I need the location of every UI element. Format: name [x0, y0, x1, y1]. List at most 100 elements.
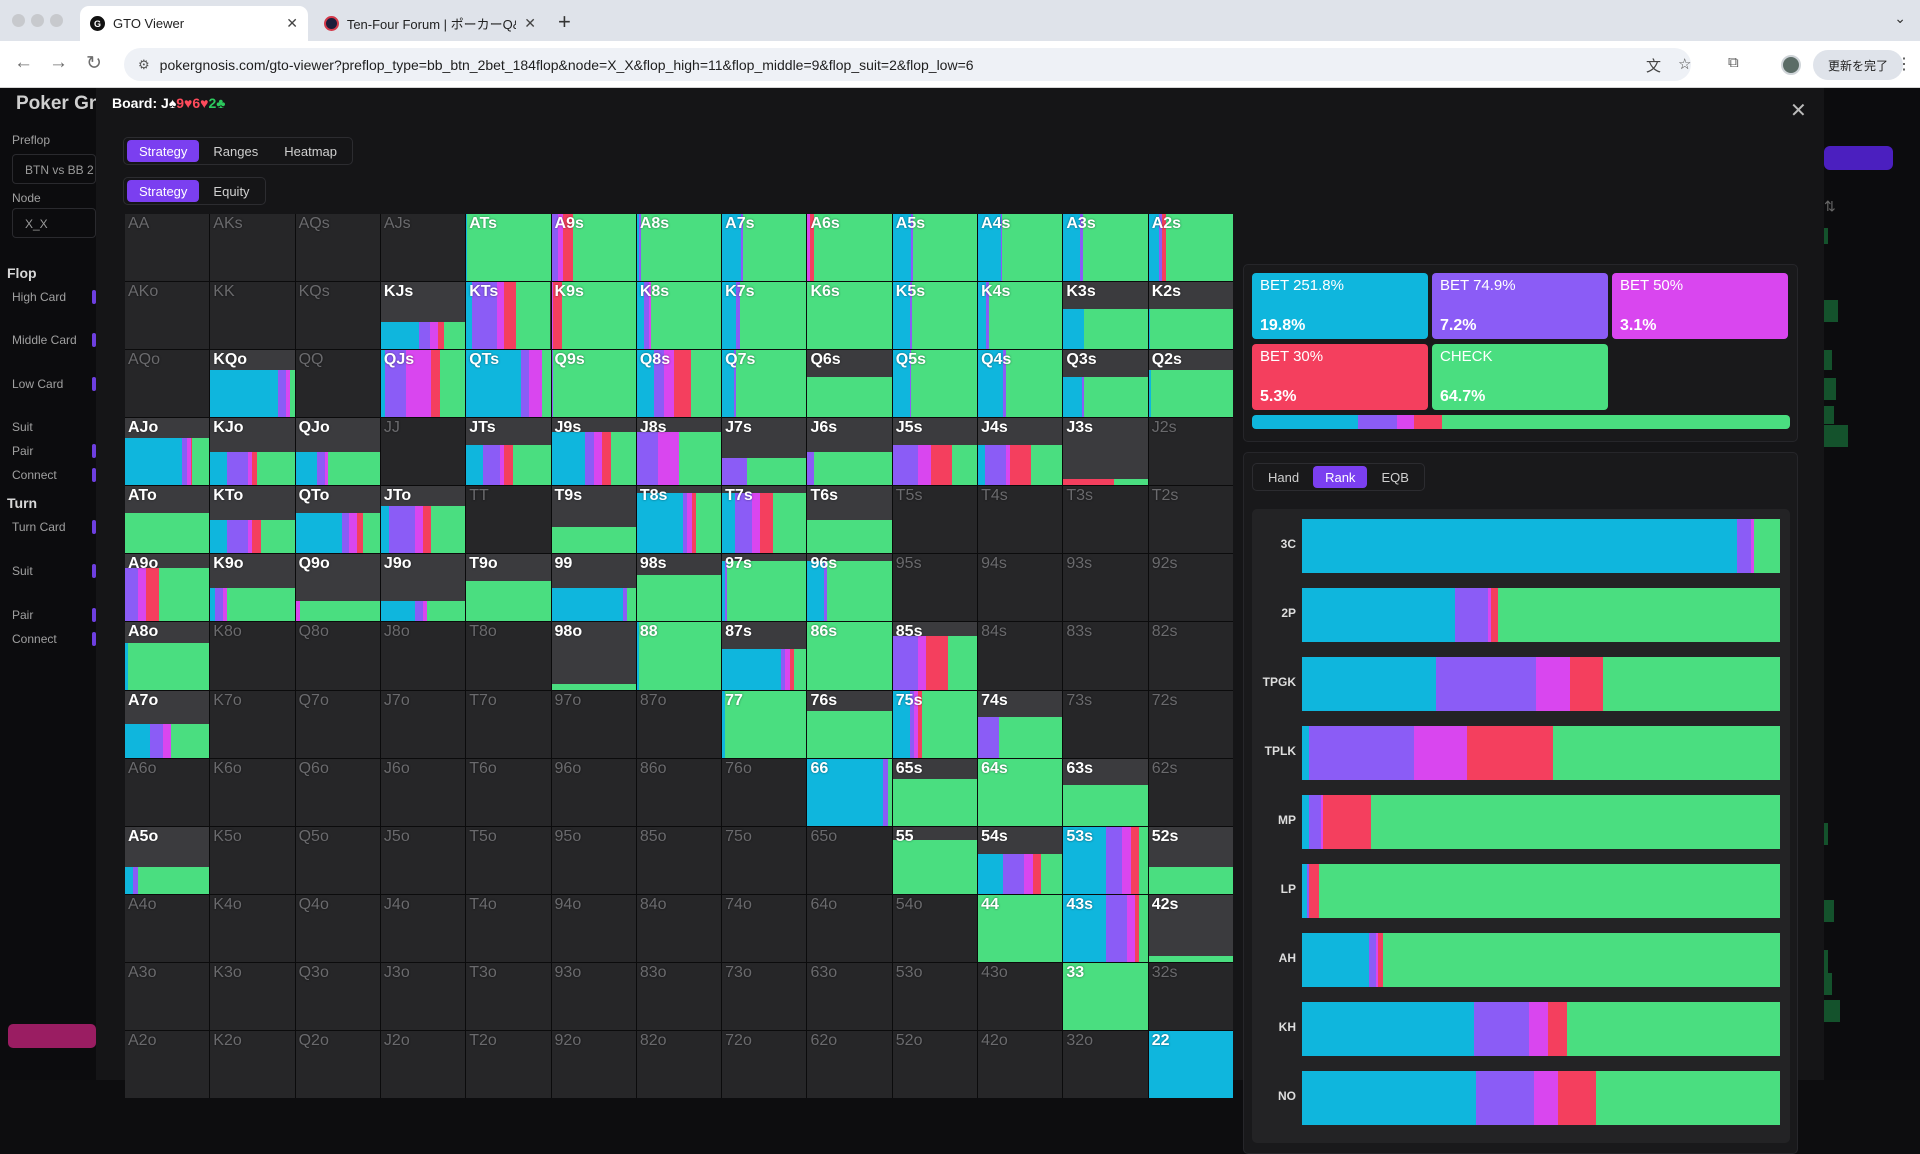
action-bet-50[interactable]: BET 50% 3.1% — [1612, 273, 1788, 339]
hand-cell-K2o[interactable]: K2o — [210, 1030, 295, 1098]
hand-cell-T4s[interactable]: T4s — [978, 486, 1063, 554]
hand-cell-AQs[interactable]: AQs — [295, 214, 380, 282]
hand-cell-A4o[interactable]: A4o — [125, 894, 210, 962]
tab-gto-viewer[interactable]: G GTO Viewer ✕ — [80, 6, 308, 41]
hand-cell-K9o[interactable]: K9o — [210, 554, 295, 622]
rank-row-no[interactable]: NO — [1252, 1071, 1790, 1125]
address-bar[interactable]: ⚙ pokergnosis.com/gto-viewer?preflop_typ… — [124, 48, 1691, 81]
hand-cell-T7s[interactable]: T7s — [722, 486, 807, 554]
hand-cell-KTs[interactable]: KTs — [466, 282, 551, 350]
hand-cell-75o[interactable]: 75o — [722, 826, 807, 894]
hand-cell-J5s[interactable]: J5s — [892, 418, 978, 486]
hand-cell-63s[interactable]: 63s — [1063, 758, 1148, 826]
flop-connect-toggle[interactable] — [92, 468, 96, 482]
hand-cell-86o[interactable]: 86o — [636, 758, 722, 826]
hand-cell-98o[interactable]: 98o — [551, 622, 636, 690]
node-select[interactable]: X_X — [12, 208, 96, 238]
hand-cell-K3o[interactable]: K3o — [210, 962, 295, 1030]
hand-cell-T3s[interactable]: T3s — [1063, 486, 1148, 554]
hand-cell-J6o[interactable]: J6o — [380, 758, 466, 826]
new-tab-icon[interactable]: + — [558, 9, 571, 34]
flop-pair-toggle[interactable] — [92, 444, 96, 458]
hand-cell-92o[interactable]: 92o — [551, 1030, 636, 1098]
tab-strategy[interactable]: Strategy — [127, 140, 200, 162]
hand-cell-42s[interactable]: 42s — [1148, 894, 1233, 962]
rank-row-lp[interactable]: LP — [1252, 864, 1790, 918]
hand-cell-T3o[interactable]: T3o — [466, 962, 551, 1030]
window-minimize-dot[interactable] — [31, 14, 44, 27]
hand-cell-54s[interactable]: 54s — [978, 826, 1063, 894]
hand-cell-76o[interactable]: 76o — [722, 758, 807, 826]
hand-cell-K8o[interactable]: K8o — [210, 622, 295, 690]
hand-cell-A3s[interactable]: A3s — [1063, 214, 1148, 282]
hand-cell-63o[interactable]: 63o — [807, 962, 892, 1030]
hand-cell-74o[interactable]: 74o — [722, 894, 807, 962]
hand-cell-Q9s[interactable]: Q9s — [551, 350, 636, 418]
hand-cell-97o[interactable]: 97o — [551, 690, 636, 758]
hand-cell-94s[interactable]: 94s — [978, 554, 1063, 622]
hand-cell-T5s[interactable]: T5s — [892, 486, 978, 554]
turn-suit-select[interactable] — [92, 564, 96, 578]
reload-icon[interactable]: ↻ — [86, 53, 102, 74]
hand-cell-99[interactable]: 99 — [551, 554, 636, 622]
hand-cell-K6o[interactable]: K6o — [210, 758, 295, 826]
browser-menu-icon[interactable]: ⋮ — [1896, 56, 1912, 73]
middle-card-select[interactable] — [92, 333, 96, 347]
preflop-select[interactable]: BTN vs BB 2 — [12, 154, 96, 184]
hand-cell-T4o[interactable]: T4o — [466, 894, 551, 962]
hand-cell-54o[interactable]: 54o — [892, 894, 978, 962]
hand-cell-A6o[interactable]: A6o — [125, 758, 210, 826]
hand-cell-87s[interactable]: 87s — [722, 622, 807, 690]
hand-cell-Q6o[interactable]: Q6o — [295, 758, 380, 826]
hand-cell-Q9o[interactable]: Q9o — [295, 554, 380, 622]
hand-cell-A5s[interactable]: A5s — [892, 214, 978, 282]
hand-cell-J7o[interactable]: J7o — [380, 690, 466, 758]
hand-cell-J3o[interactable]: J3o — [380, 962, 466, 1030]
hand-cell-72o[interactable]: 72o — [722, 1030, 807, 1098]
subtab-strategy[interactable]: Strategy — [127, 180, 200, 202]
hand-cell-65s[interactable]: 65s — [892, 758, 978, 826]
tab-hand[interactable]: Hand — [1268, 469, 1300, 485]
hand-cell-K5o[interactable]: K5o — [210, 826, 295, 894]
hand-cell-43s[interactable]: 43s — [1063, 894, 1148, 962]
hand-cell-43o[interactable]: 43o — [978, 962, 1063, 1030]
hand-cell-A6s[interactable]: A6s — [807, 214, 892, 282]
hand-cell-64o[interactable]: 64o — [807, 894, 892, 962]
hand-cell-A7o[interactable]: A7o — [125, 690, 210, 758]
hand-cell-Q7s[interactable]: Q7s — [722, 350, 807, 418]
hand-cell-T6s[interactable]: T6s — [807, 486, 892, 554]
hand-cell-AA[interactable]: AA — [125, 214, 210, 282]
hand-cell-65o[interactable]: 65o — [807, 826, 892, 894]
hand-cell-74s[interactable]: 74s — [978, 690, 1063, 758]
hand-cell-52s[interactable]: 52s — [1148, 826, 1233, 894]
close-modal-icon[interactable]: ✕ — [1790, 100, 1807, 122]
window-zoom-dot[interactable] — [50, 14, 63, 27]
action-bet-75[interactable]: BET 74.9% 7.2% — [1432, 273, 1608, 339]
hand-cell-J9s[interactable]: J9s — [551, 418, 636, 486]
close-tab-icon[interactable]: ✕ — [524, 15, 536, 31]
hand-cell-KQs[interactable]: KQs — [295, 282, 380, 350]
hand-cell-A2o[interactable]: A2o — [125, 1030, 210, 1098]
hand-cell-93s[interactable]: 93s — [1063, 554, 1148, 622]
hand-cell-J8s[interactable]: J8s — [636, 418, 722, 486]
hand-cell-KTo[interactable]: KTo — [210, 486, 295, 554]
hand-cell-98s[interactable]: 98s — [636, 554, 722, 622]
high-card-select[interactable] — [92, 290, 96, 304]
hand-cell-K8s[interactable]: K8s — [636, 282, 722, 350]
url-text[interactable]: pokergnosis.com/gto-viewer?preflop_type=… — [159, 56, 974, 73]
hand-cell-K7o[interactable]: K7o — [210, 690, 295, 758]
hand-cell-ATs[interactable]: ATs — [466, 214, 551, 282]
hand-cell-A5o[interactable]: A5o — [125, 826, 210, 894]
translate-icon[interactable]: ⽂ — [1646, 58, 1662, 75]
hand-cell-76s[interactable]: 76s — [807, 690, 892, 758]
hand-cell-73o[interactable]: 73o — [722, 962, 807, 1030]
hand-cell-77[interactable]: 77 — [722, 690, 807, 758]
hand-cell-A7s[interactable]: A7s — [722, 214, 807, 282]
rank-row-tpgk[interactable]: TPGK — [1252, 657, 1790, 711]
action-bet-30[interactable]: BET 30% 5.3% — [1252, 344, 1428, 410]
hand-cell-T2s[interactable]: T2s — [1148, 486, 1233, 554]
extensions-icon[interactable]: ⧉ — [1728, 54, 1739, 71]
hand-cell-A3o[interactable]: A3o — [125, 962, 210, 1030]
hand-cell-Q2o[interactable]: Q2o — [295, 1030, 380, 1098]
update-button[interactable]: 更新を完了 — [1813, 50, 1903, 80]
